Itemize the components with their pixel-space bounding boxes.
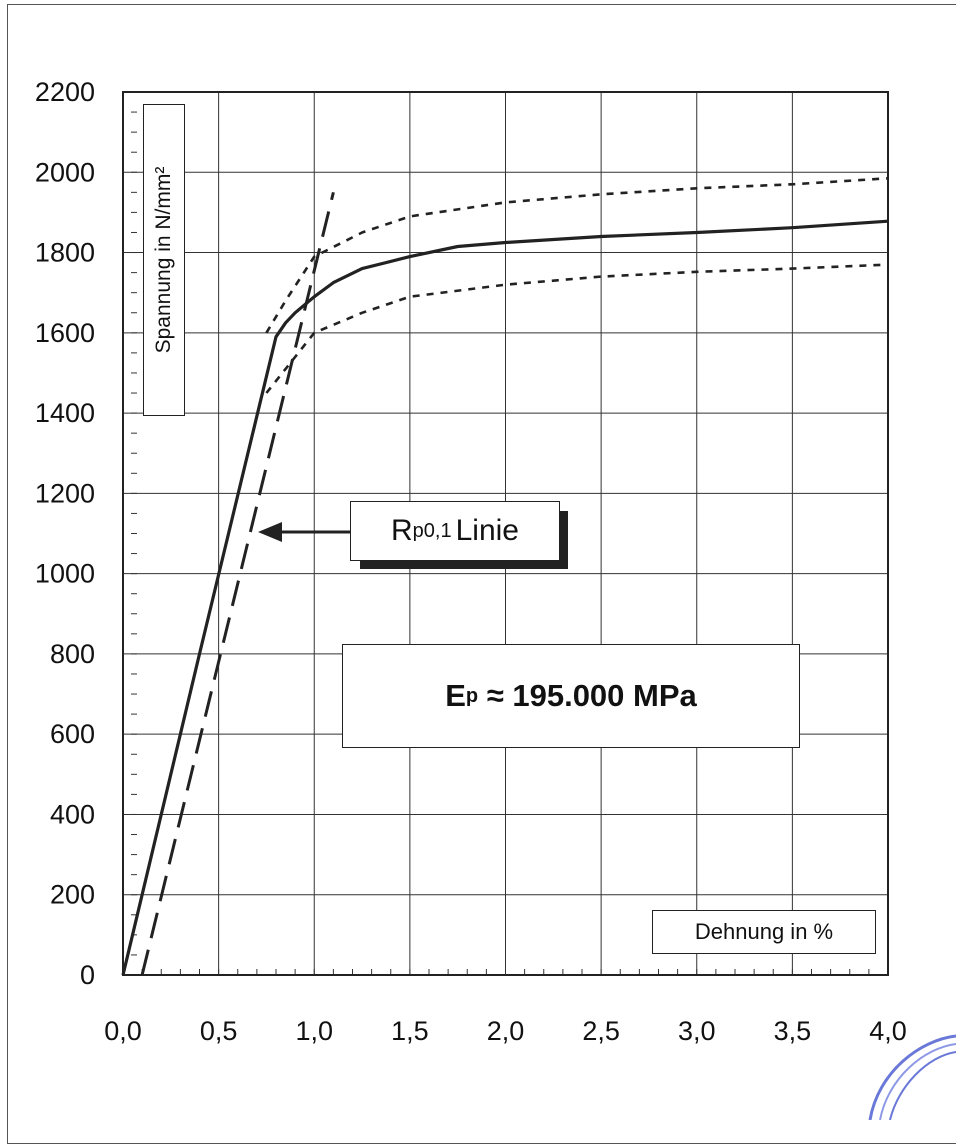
solid-series-line	[121, 219, 889, 976]
plot-area-border	[122, 91, 889, 976]
x-tick-labels: 0,0 0,5 1,0 1,5 2,0 2,5 3,0 3,5 4,0	[104, 1016, 907, 1046]
x-tick-label: 2,0	[487, 1016, 525, 1046]
x-tick-label: 4,0	[869, 1016, 907, 1046]
x-tick-label: 3,5	[774, 1016, 812, 1046]
y-tick-label: 800	[50, 639, 95, 669]
y-tick-label: 1800	[35, 238, 95, 268]
rp-symbol: R	[391, 514, 413, 547]
y-tick-label: 1400	[35, 398, 95, 428]
y-tick-label: 2200	[35, 77, 95, 107]
dotted-series-line	[265, 263, 889, 394]
stress-strain-chart: 0 200 400 600 800 1000 1200 1400 1600 1800 2000 220…	[35, 77, 907, 1046]
y-tick-label: 1200	[35, 478, 95, 508]
rp-arrow	[258, 522, 350, 542]
x-tick-label: 1,5	[391, 1016, 429, 1046]
rp-subscript: p0,1	[412, 519, 452, 542]
y-tick-label: 200	[50, 880, 95, 910]
y-tick-label: 1000	[35, 559, 95, 589]
dashed-series-line	[140, 191, 335, 976]
x-tick-label: 0,0	[104, 1016, 142, 1046]
rp-suffix: Linie	[455, 514, 519, 547]
ep-value: ≈ 195.000 MPa	[486, 678, 697, 713]
dotted-series-line	[265, 177, 889, 334]
y-tick-labels: 0 200 400 600 800 1000 1200 1400 1600 1800 2000 220…	[35, 77, 95, 990]
x-axis-label: Dehnung in %	[652, 910, 876, 954]
y-axis-label: Spannung in N/mm²	[152, 166, 175, 354]
y-tick-label: 2000	[35, 157, 95, 187]
x-tick-label: 1,0	[295, 1016, 333, 1046]
y-tick-label: 1600	[35, 318, 95, 348]
ep-symbol: E	[445, 678, 466, 713]
x-tick-label: 3,0	[678, 1016, 716, 1046]
y-tick-label: 600	[50, 719, 95, 749]
series	[121, 177, 889, 976]
x-tick-label: 0,5	[200, 1016, 238, 1046]
stamp-mark	[868, 1034, 956, 1120]
y-tick-label: 400	[50, 799, 95, 829]
y-tick-label: 0	[80, 960, 95, 990]
y-axis-label-box: Spannung in N/mm²	[143, 104, 185, 416]
x-tick-label: 2,5	[582, 1016, 620, 1046]
ep-subscript: p	[465, 684, 479, 707]
